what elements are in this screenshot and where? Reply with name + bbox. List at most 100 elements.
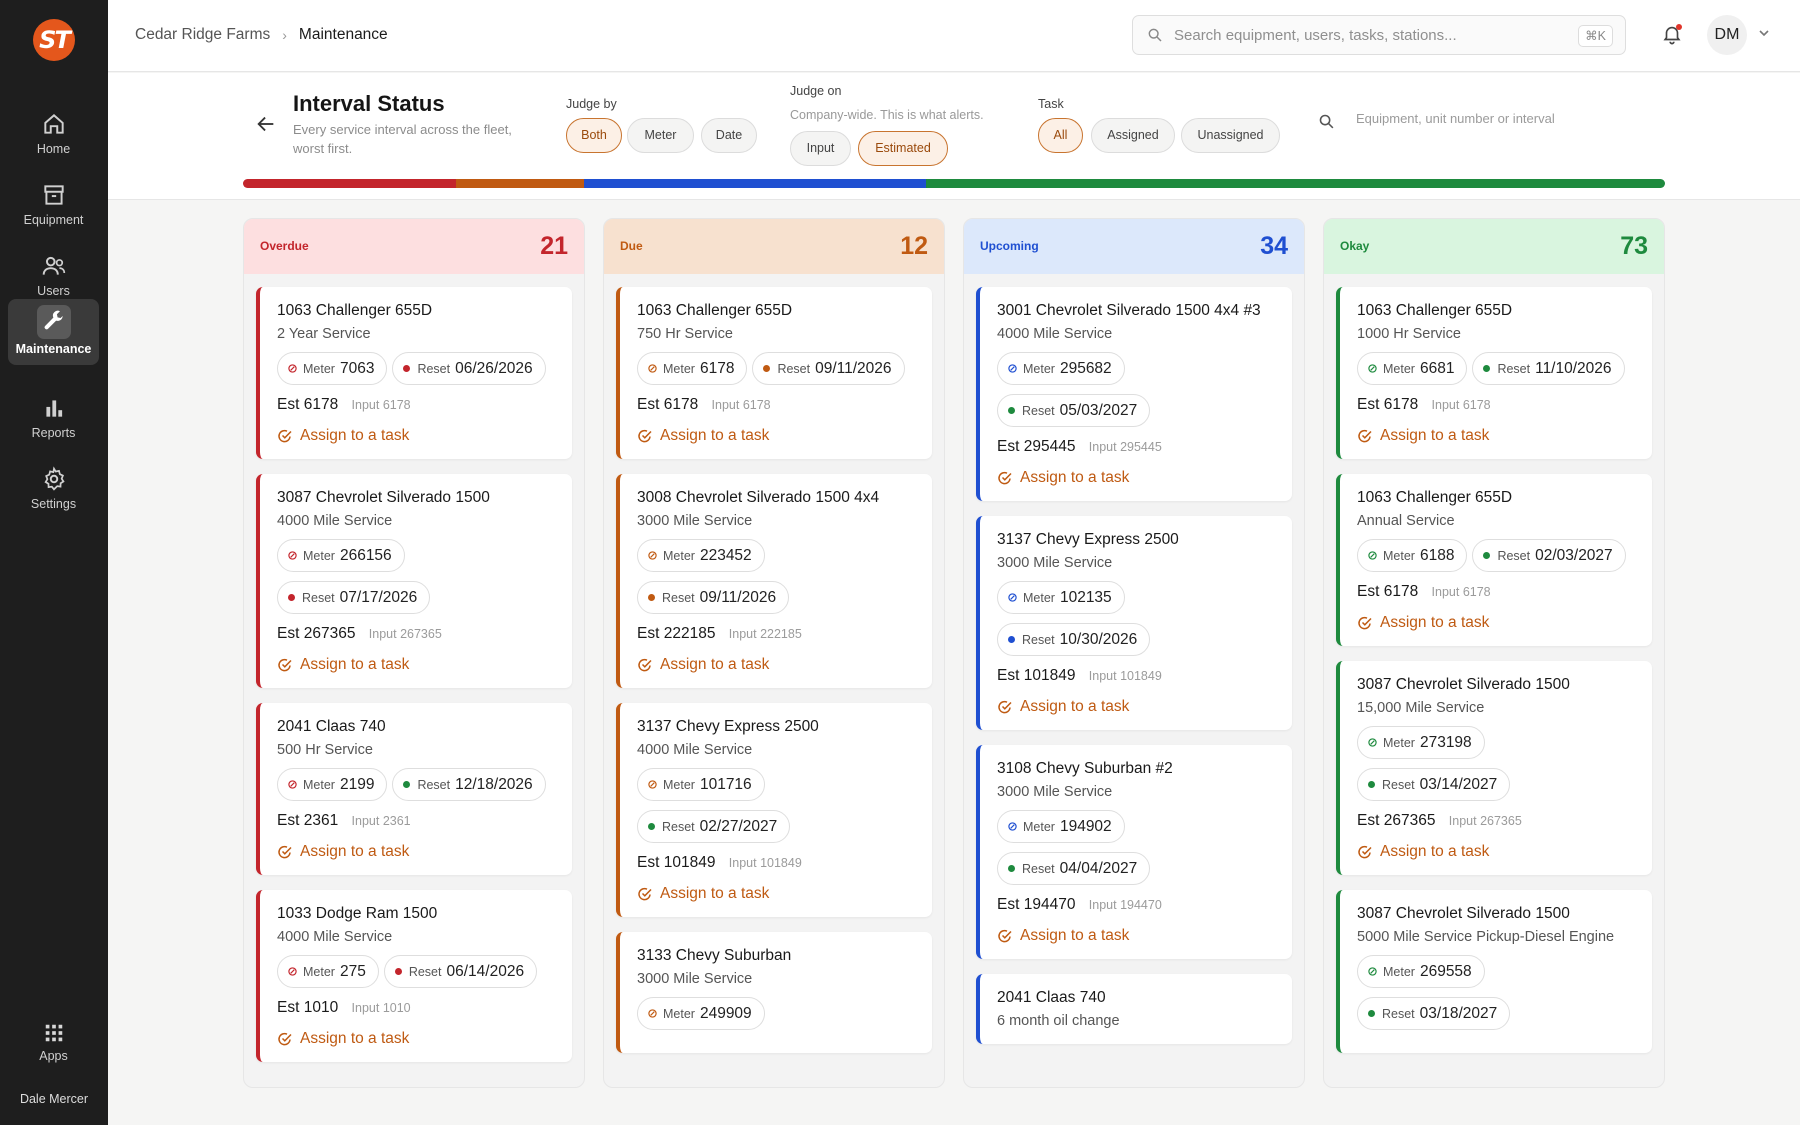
back-arrow-icon[interactable] bbox=[255, 113, 277, 135]
sidebar-item-reports[interactable]: Reports bbox=[8, 384, 99, 450]
sidebar-item-home[interactable]: Home bbox=[8, 100, 99, 166]
interval-card[interactable]: 1063 Challenger 655D 1000 Hr Service Met… bbox=[1336, 287, 1652, 459]
reset-date: 07/17/2026 bbox=[339, 588, 418, 606]
sidebar-item-users[interactable]: Users bbox=[8, 242, 99, 308]
judge-by-option-both[interactable]: Both bbox=[566, 118, 622, 153]
judge-on-option-input[interactable]: Input bbox=[790, 131, 851, 166]
interval-card[interactable]: 2041 Claas 740 500 Hr Service Meter 2199… bbox=[256, 703, 572, 875]
interval-card[interactable]: 3137 Chevy Express 2500 3000 Mile Servic… bbox=[976, 516, 1292, 730]
est-value: 267365 bbox=[1383, 812, 1436, 829]
meter-label: Meter bbox=[663, 1006, 695, 1021]
meter-label: Meter bbox=[1023, 819, 1055, 834]
reset-label: Reset bbox=[1497, 548, 1531, 563]
task-check-icon bbox=[638, 429, 652, 443]
reset-chip: Reset 02/27/2027 bbox=[637, 810, 791, 843]
chevron-down-icon[interactable] bbox=[1758, 27, 1770, 39]
meter-label: Meter bbox=[1383, 361, 1415, 376]
interval-filter-input[interactable]: Equipment, unit number or interval bbox=[1356, 111, 1555, 126]
current-user-name[interactable]: Dale Mercer bbox=[19, 1092, 89, 1106]
interval-card[interactable]: 3108 Chevy Suburban #2 3000 Mile Service… bbox=[976, 745, 1292, 959]
sidebar-item-maintenance[interactable]: Maintenance bbox=[8, 299, 99, 365]
sidebar-item-equipment[interactable]: Equipment bbox=[8, 171, 99, 237]
assign-to-task-button[interactable]: Assign to a task bbox=[637, 885, 918, 903]
service-interval: 15,000 Mile Service bbox=[1357, 700, 1485, 716]
meter-value: 275 bbox=[339, 962, 366, 980]
est-label: Est bbox=[637, 396, 660, 413]
task-check-icon bbox=[278, 429, 292, 443]
interval-card[interactable]: 3087 Chevrolet Silverado 1500 5000 Mile … bbox=[1336, 890, 1652, 1053]
notifications-button[interactable] bbox=[1661, 23, 1683, 45]
task-option-assigned[interactable]: Assigned bbox=[1091, 118, 1175, 153]
meter-chip: Meter 7063 bbox=[277, 352, 388, 385]
active-icon-badge bbox=[36, 305, 71, 339]
assign-to-task-button[interactable]: Assign to a task bbox=[277, 427, 558, 445]
meter-value: 249909 bbox=[699, 1004, 752, 1022]
interval-card[interactable]: 2041 Claas 740 6 month oil change bbox=[976, 974, 1292, 1044]
reset-label: Reset bbox=[662, 819, 695, 834]
sidebar-item-label: Reports bbox=[31, 426, 76, 440]
task-option-all[interactable]: All bbox=[1038, 118, 1083, 153]
judge-by-label: Judge by bbox=[566, 97, 617, 111]
interval-card[interactable]: 3137 Chevy Express 2500 4000 Mile Servic… bbox=[616, 703, 932, 917]
est-value: 6178 bbox=[1383, 396, 1419, 413]
assign-to-task-button[interactable]: Assign to a task bbox=[997, 927, 1278, 945]
equipment-unit: 1063 Challenger 655D bbox=[1357, 489, 1513, 506]
est-label: Est bbox=[637, 625, 660, 642]
app-logo[interactable]: ST bbox=[33, 19, 75, 61]
gauge-icon bbox=[1368, 364, 1377, 373]
interval-card[interactable]: 3008 Chevrolet Silverado 1500 4x4 3000 M… bbox=[616, 474, 932, 688]
judge-by-option-date[interactable]: Date bbox=[701, 118, 757, 153]
assign-to-task-button[interactable]: Assign to a task bbox=[997, 698, 1278, 716]
judge-on-option-estimated[interactable]: Estimated bbox=[858, 131, 948, 166]
assign-to-task-button[interactable]: Assign to a task bbox=[277, 656, 558, 674]
estimate-line: Est 6178 Input 6178 bbox=[1357, 395, 1638, 415]
meter-label: Meter bbox=[663, 548, 695, 563]
avatar[interactable]: DM bbox=[1707, 15, 1747, 55]
meter-chip: Meter 101716 bbox=[637, 768, 765, 801]
estimate-line: Est 6178 Input 6178 bbox=[277, 395, 558, 415]
search-placeholder: Search equipment, users, tasks, stations… bbox=[1174, 27, 1457, 44]
gauge-icon bbox=[1368, 967, 1377, 976]
task-option-unassigned[interactable]: Unassigned bbox=[1181, 118, 1280, 153]
interval-card[interactable]: 3087 Chevrolet Silverado 1500 15,000 Mil… bbox=[1336, 661, 1652, 875]
equipment-unit: 2041 Claas 740 bbox=[277, 718, 386, 735]
global-search-input[interactable]: Search equipment, users, tasks, stations… bbox=[1132, 15, 1626, 55]
interval-card[interactable]: 1033 Dodge Ram 1500 4000 Mile Service Me… bbox=[256, 890, 572, 1062]
assign-label: Assign to a task bbox=[1020, 927, 1130, 944]
meter-chip: Meter 2199 bbox=[277, 768, 388, 801]
meter-chip: Meter 6681 bbox=[1357, 352, 1468, 385]
breadcrumb-org[interactable]: Cedar Ridge Farms bbox=[135, 26, 271, 43]
assign-to-task-button[interactable]: Assign to a task bbox=[997, 469, 1278, 487]
assign-to-task-button[interactable]: Assign to a task bbox=[277, 1030, 558, 1048]
estimate-line: Est 194470 Input 194470 bbox=[997, 895, 1278, 915]
interval-card[interactable]: 3133 Chevy Suburban 3000 Mile Service Me… bbox=[616, 932, 932, 1053]
est-value: 6178 bbox=[663, 396, 699, 413]
assign-to-task-button[interactable]: Assign to a task bbox=[1357, 427, 1638, 445]
sidebar: ST Home Equipment Users Maintenance Reports S… bbox=[0, 0, 108, 1125]
assign-to-task-button[interactable]: Assign to a task bbox=[277, 843, 558, 861]
judge-by-option-meter[interactable]: Meter bbox=[627, 118, 694, 153]
sidebar-item-settings[interactable]: Settings bbox=[8, 455, 99, 521]
est-label: Est bbox=[277, 999, 300, 1016]
column-count: 34 bbox=[1260, 232, 1288, 260]
assign-to-task-button[interactable]: Assign to a task bbox=[1357, 843, 1638, 861]
assign-to-task-button[interactable]: Assign to a task bbox=[637, 427, 918, 445]
interval-card[interactable]: 1063 Challenger 655D 750 Hr Service Mete… bbox=[616, 287, 932, 459]
meter-label: Meter bbox=[303, 777, 335, 792]
interval-card[interactable]: 3001 Chevrolet Silverado 1500 4x4 #3 400… bbox=[976, 287, 1292, 501]
status-dot bbox=[1368, 1010, 1375, 1017]
reset-label: Reset bbox=[1022, 861, 1055, 876]
interval-card[interactable]: 1063 Challenger 655D Annual Service Mete… bbox=[1336, 474, 1652, 646]
reset-label: Reset bbox=[777, 361, 811, 376]
interval-card[interactable]: 3087 Chevrolet Silverado 1500 4000 Mile … bbox=[256, 474, 572, 688]
meter-chip: Meter 273198 bbox=[1357, 726, 1485, 759]
apps-button[interactable]: Apps bbox=[8, 1013, 99, 1073]
est-label: Est bbox=[997, 438, 1020, 455]
status-segment-due bbox=[456, 179, 585, 188]
assign-to-task-button[interactable]: Assign to a task bbox=[637, 656, 918, 674]
estimate-line: Est 295445 Input 295445 bbox=[997, 437, 1278, 457]
status-dot bbox=[1483, 552, 1491, 559]
interval-card[interactable]: 1063 Challenger 655D 2 Year Service Mete… bbox=[256, 287, 572, 459]
meter-value: 6188 bbox=[1419, 546, 1455, 564]
assign-to-task-button[interactable]: Assign to a task bbox=[1357, 614, 1638, 632]
